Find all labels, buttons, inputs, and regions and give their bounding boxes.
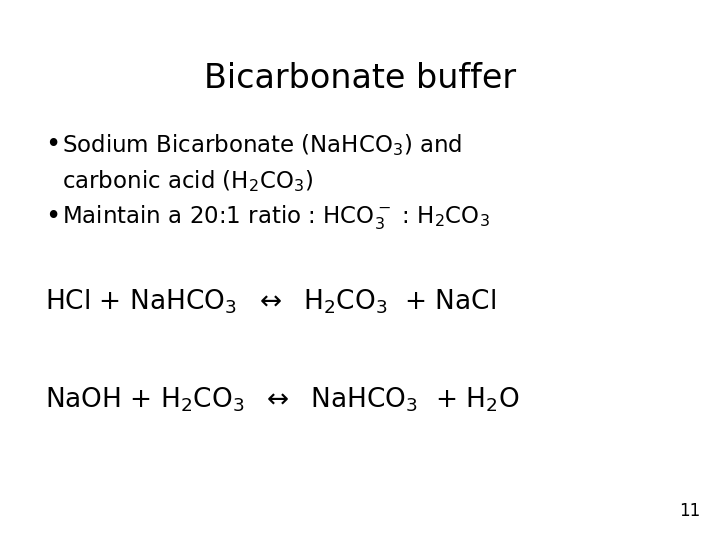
Text: •: • [45, 204, 60, 230]
Text: •: • [45, 132, 60, 158]
Text: Sodium Bicarbonate (NaHCO$_3$) and: Sodium Bicarbonate (NaHCO$_3$) and [62, 132, 462, 158]
Text: HCl + NaHCO$_3$  $\leftrightarrow$  H$_2$CO$_3$  + NaCl: HCl + NaHCO$_3$ $\leftrightarrow$ H$_2$C… [45, 287, 496, 315]
Text: 11: 11 [679, 502, 700, 520]
Text: Bicarbonate buffer: Bicarbonate buffer [204, 62, 516, 95]
Text: Maintain a 20:1 ratio : HCO$_3^-$ : H$_2$CO$_3$: Maintain a 20:1 ratio : HCO$_3^-$ : H$_2… [62, 204, 490, 233]
Text: carbonic acid (H$_2$CO$_3$): carbonic acid (H$_2$CO$_3$) [62, 168, 313, 194]
Text: NaOH + H$_2$CO$_3$  $\leftrightarrow$  NaHCO$_3$  + H$_2$O: NaOH + H$_2$CO$_3$ $\leftrightarrow$ NaH… [45, 385, 520, 414]
